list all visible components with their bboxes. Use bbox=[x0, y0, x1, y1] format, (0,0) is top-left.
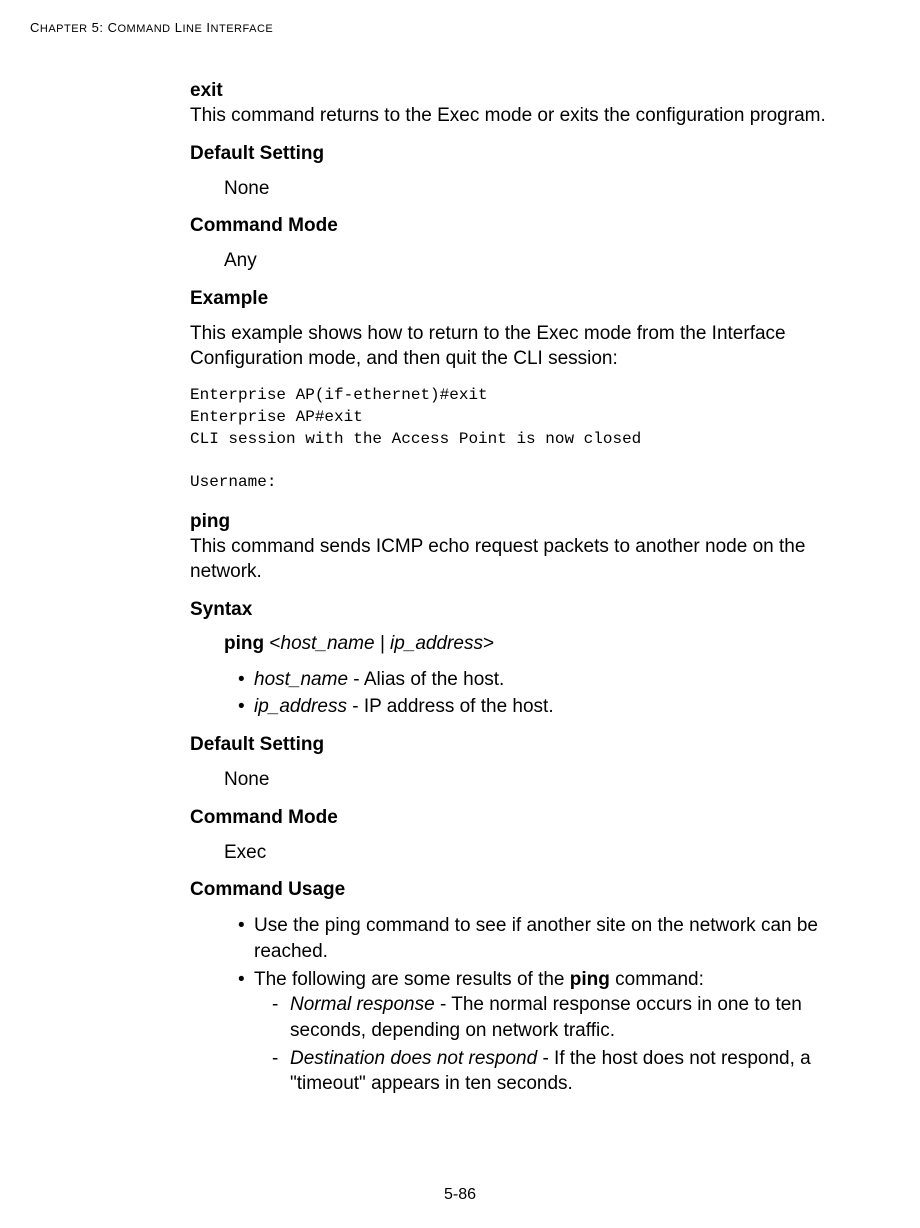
ping-usage-prefix: The following are some results of the bbox=[254, 969, 570, 990]
ping-syntax-lt: < bbox=[269, 633, 280, 654]
ping-usage-sublist: Normal response - The normal response oc… bbox=[254, 992, 870, 1097]
ping-syntax-arg1: host_name | ip_address bbox=[281, 633, 483, 654]
chapter-text: HAPTER bbox=[40, 23, 88, 35]
ping-desc: This command sends ICMP echo request pac… bbox=[190, 535, 870, 584]
ping-param-item: host_name - Alias of the host. bbox=[238, 667, 870, 693]
page-header: CHAPTER 5: COMMAND LINE INTERFACE bbox=[30, 20, 890, 35]
ping-param-name: ip_address bbox=[254, 696, 347, 717]
ping-heading: ping bbox=[190, 511, 870, 533]
ping-mode-value: Exec bbox=[190, 841, 870, 866]
ping-param-desc: - IP address of the host. bbox=[347, 696, 554, 717]
page-footer: 5-86 bbox=[0, 1186, 920, 1204]
ping-param-list: host_name - Alias of the host. ip_addres… bbox=[190, 667, 870, 720]
ping-usage-bold: ping bbox=[570, 969, 610, 990]
ping-usage-list: Use the ping command to see if another s… bbox=[190, 913, 870, 1096]
ping-usage-item: Use the ping command to see if another s… bbox=[238, 913, 870, 964]
ping-usage-subitem: Normal response - The normal response oc… bbox=[272, 992, 870, 1043]
page-content: exit This command returns to the Exec mo… bbox=[30, 80, 890, 1097]
ping-usage-suffix: command: bbox=[610, 969, 704, 990]
chapter-prefix: C bbox=[30, 20, 40, 35]
ping-param-item: ip_address - IP address of the host. bbox=[238, 694, 870, 720]
ping-usage-item: The following are some results of the pi… bbox=[238, 967, 870, 1097]
ping-usage-text: Use the ping command to see if another s… bbox=[254, 915, 818, 962]
ping-default-heading: Default Setting bbox=[190, 734, 870, 756]
ping-param-name: host_name bbox=[254, 669, 348, 690]
ping-sub-name: Destination does not respond bbox=[290, 1048, 537, 1069]
ping-syntax-heading: Syntax bbox=[190, 599, 870, 621]
exit-example-code: Enterprise AP(if-ethernet)#exit Enterpri… bbox=[190, 385, 870, 493]
exit-mode-heading: Command Mode bbox=[190, 215, 870, 237]
ping-sub-name: Normal response bbox=[290, 994, 435, 1015]
exit-desc: This command returns to the Exec mode or… bbox=[190, 104, 870, 129]
ping-param-desc: - Alias of the host. bbox=[348, 669, 504, 690]
exit-heading: exit bbox=[190, 80, 870, 102]
exit-default-value: None bbox=[190, 177, 870, 202]
chapter-suffix1: OMMAND bbox=[117, 23, 170, 35]
exit-example-intro: This example shows how to return to the … bbox=[190, 322, 870, 371]
exit-example-heading: Example bbox=[190, 288, 870, 310]
ping-syntax-line: ping <host_name | ip_address> bbox=[190, 633, 870, 655]
exit-default-heading: Default Setting bbox=[190, 143, 870, 165]
chapter-suffix2: INE bbox=[182, 23, 202, 35]
chapter-num: 5: C bbox=[92, 20, 118, 35]
ping-usage-heading: Command Usage bbox=[190, 879, 870, 901]
ping-syntax-cmd: ping bbox=[224, 633, 264, 654]
ping-usage-subitem: Destination does not respond - If the ho… bbox=[272, 1046, 870, 1097]
ping-syntax-gt: > bbox=[483, 633, 494, 654]
exit-mode-value: Any bbox=[190, 249, 870, 274]
ping-default-value: None bbox=[190, 768, 870, 793]
chapter-suffix3: NTERFACE bbox=[211, 23, 274, 35]
ping-mode-heading: Command Mode bbox=[190, 807, 870, 829]
